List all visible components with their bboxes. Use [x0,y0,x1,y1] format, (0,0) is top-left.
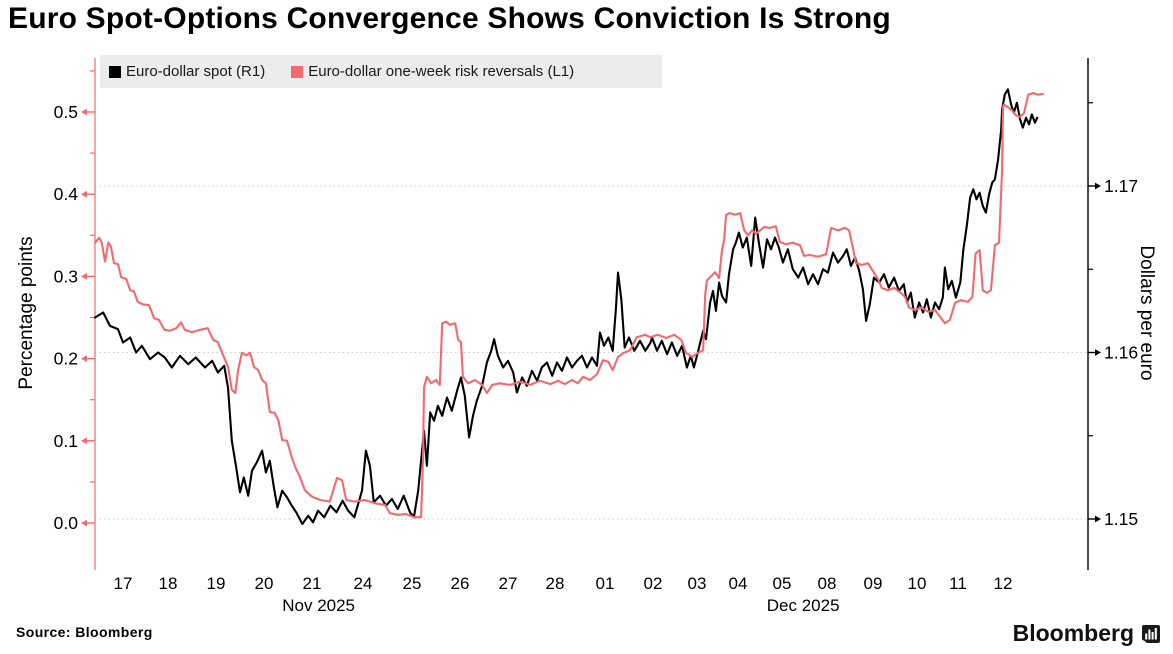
x-axis-day-label: 21 [303,574,322,593]
right-axis-tick-arrow-icon [1095,182,1101,190]
right-axis-tick-arrow-icon [1095,349,1101,356]
chart-title: Euro Spot-Options Convergence Shows Conv… [8,2,891,35]
x-axis-day-label: 05 [773,574,792,593]
legend-label-spot: Euro-dollar spot (R1) [126,63,266,80]
right-axis-tick-arrow-icon [1095,515,1101,523]
x-axis-day-label: 04 [729,574,748,593]
x-axis-day-label: 25 [403,574,422,593]
left-axis-tick-arrow-icon [81,108,87,116]
x-axis-day-label: 19 [207,574,226,593]
right-axis-tick-label: 1.15 [1104,509,1138,529]
left-axis-tick-arrow-icon [81,519,87,527]
x-axis-day-label: 24 [354,574,373,593]
left-axis-tick-label: 0.0 [54,513,79,533]
x-axis-day-label: 02 [644,574,663,593]
legend-label-risk-reversals: Euro-dollar one-week risk reversals (L1) [308,63,575,80]
right-axis-tick-label: 1.16 [1104,343,1138,363]
x-axis-day-label: 27 [499,574,518,593]
left-axis-tick-arrow-icon [81,190,87,198]
legend-swatch-risk-reversals-icon [291,65,304,78]
bloomberg-wordmark: Bloomberg [1012,620,1134,646]
x-axis-day-label: 08 [818,574,837,593]
series-line-spot [94,88,1039,526]
left-axis-tick-label: 0.4 [54,184,79,204]
x-axis-day-label: 28 [546,574,565,593]
legend: Euro-dollar spot (R1) Euro-dollar one-we… [100,55,662,88]
x-axis-day-label: 10 [908,574,927,593]
left-axis-tick-label: 0.2 [54,349,78,369]
legend-item-spot: Euro-dollar spot (R1) [109,63,265,80]
source-note: Source: Bloomberg [16,624,153,640]
x-axis-day-label: 03 [688,574,707,593]
x-axis-month-label: Dec 2025 [767,596,840,615]
left-axis-tick-label: 0.5 [54,102,78,122]
x-axis-month-label: Nov 2025 [282,596,355,615]
series-line-risk-reversals [94,92,1045,519]
left-axis-tick-arrow-icon [81,273,87,280]
left-axis-tick-arrow-icon [81,437,87,445]
x-axis-day-label: 09 [864,574,883,593]
left-axis-tick-arrow-icon [81,355,87,362]
left-axis-tick-label: 0.3 [54,266,78,286]
x-axis-day-label: 20 [255,574,274,593]
x-axis-day-label: 18 [159,574,178,593]
x-axis-day-label: 11 [949,574,967,593]
x-axis-day-label: 12 [994,574,1013,593]
legend-swatch-spot-icon [109,65,121,78]
left-axis-tick-label: 0.1 [54,431,78,451]
x-axis-day-label: 26 [451,574,470,593]
x-axis-day-label: 17 [114,574,133,593]
x-axis-day-label: 01 [596,574,615,593]
right-axis-tick-label: 1.17 [1104,176,1138,196]
bloomberg-mark-icon [1142,624,1160,643]
bloomberg-logo: Bloomberg [1013,620,1161,647]
legend-item-risk-reversals: Euro-dollar one-week risk reversals (L1) [291,63,574,80]
